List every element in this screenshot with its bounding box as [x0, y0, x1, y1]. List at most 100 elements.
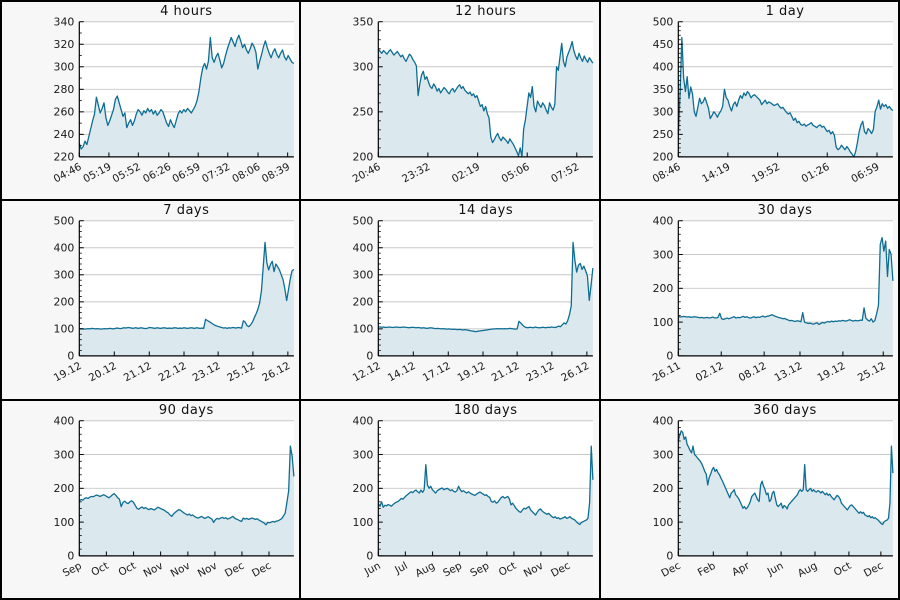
svg-text:02.12: 02.12 — [693, 360, 725, 384]
svg-text:200: 200 — [54, 296, 75, 309]
svg-text:13.12: 13.12 — [772, 360, 804, 384]
svg-text:500: 500 — [54, 215, 75, 228]
svg-text:26.12: 26.12 — [260, 360, 292, 384]
svg-text:20:46: 20:46 — [351, 161, 383, 186]
svg-text:400: 400 — [353, 414, 374, 427]
chart-panel-1-day: 1 day 200 250 300 350 400 450 500 08:46 14:19 19:… — [600, 2, 898, 200]
chart-panel-360-days: 360 days 0 100 200 300 400 Dec Feb Apr Jun Aug Oct… — [600, 400, 898, 598]
svg-text:300: 300 — [652, 448, 673, 461]
svg-text:Dec: Dec — [659, 559, 683, 579]
svg-text:06:59: 06:59 — [849, 161, 881, 186]
svg-text:Apr: Apr — [730, 559, 752, 578]
svg-text:19.12: 19.12 — [52, 360, 84, 384]
svg-text:Oct: Oct — [116, 559, 138, 578]
svg-text:Oct: Oct — [831, 559, 853, 578]
svg-text:200: 200 — [652, 151, 673, 164]
svg-text:02:19: 02:19 — [450, 161, 482, 186]
svg-text:19:52: 19:52 — [750, 161, 782, 186]
svg-text:300: 300 — [652, 249, 673, 262]
svg-text:Jun: Jun — [362, 559, 383, 578]
svg-text:06:26: 06:26 — [141, 161, 173, 186]
svg-text:240: 240 — [54, 128, 75, 141]
svg-text:Nov: Nov — [169, 559, 193, 579]
svg-text:08:06: 08:06 — [230, 161, 262, 186]
svg-text:100: 100 — [652, 316, 673, 329]
chart-panel-90-days: 90 days 0 100 200 300 400 Sep Oct Oct Nov Nov Nov D… — [2, 400, 300, 598]
svg-text:Oct: Oct — [89, 559, 111, 578]
svg-text:08:46: 08:46 — [650, 161, 682, 186]
svg-text:07:32: 07:32 — [200, 161, 232, 186]
svg-text:Jul: Jul — [392, 559, 410, 576]
svg-text:400: 400 — [353, 242, 374, 255]
svg-text:08:39: 08:39 — [260, 161, 292, 186]
svg-text:14.12: 14.12 — [386, 360, 418, 384]
svg-text:Feb: Feb — [695, 559, 717, 578]
svg-text:22.12: 22.12 — [157, 360, 189, 384]
svg-text:14:19: 14:19 — [700, 161, 732, 186]
svg-text:200: 200 — [353, 296, 374, 309]
svg-text:05:06: 05:06 — [500, 161, 532, 186]
svg-text:400: 400 — [652, 215, 673, 228]
svg-text:340: 340 — [54, 16, 75, 29]
svg-text:500: 500 — [353, 215, 374, 228]
svg-text:260: 260 — [54, 106, 75, 119]
svg-text:21.12: 21.12 — [490, 360, 522, 384]
svg-text:Dec: Dec — [549, 559, 573, 579]
svg-text:280: 280 — [54, 83, 75, 96]
svg-text:350: 350 — [652, 83, 673, 96]
chart-panel-7-days: 7 days 0 100 200 300 400 500 19.12 20.12 21.12 22… — [2, 201, 300, 399]
svg-text:25.12: 25.12 — [225, 360, 257, 384]
svg-text:100: 100 — [652, 516, 673, 529]
svg-text:07:52: 07:52 — [549, 161, 581, 186]
svg-text:Sep: Sep — [61, 559, 84, 579]
svg-text:220: 220 — [54, 151, 75, 164]
svg-text:0: 0 — [67, 549, 74, 562]
svg-text:300: 300 — [353, 448, 374, 461]
svg-text:12.12: 12.12 — [351, 360, 383, 384]
svg-text:400: 400 — [652, 61, 673, 74]
svg-text:20.12: 20.12 — [87, 360, 119, 384]
svg-text:300: 300 — [54, 269, 75, 282]
svg-text:26.11: 26.11 — [650, 360, 682, 384]
svg-text:450: 450 — [652, 38, 673, 51]
svg-text:0: 0 — [666, 549, 673, 562]
svg-text:100: 100 — [353, 516, 374, 529]
svg-text:0: 0 — [367, 549, 374, 562]
svg-text:250: 250 — [652, 128, 673, 141]
svg-text:300: 300 — [353, 61, 374, 74]
chart-panel-180-days: 180 days 0 100 200 300 400 Jun Jul Aug Sep Sep Oct… — [301, 400, 599, 598]
chart-canvas-1-day: 200 250 300 350 400 450 500 08:46 14:19 19:52 01:2… — [650, 16, 893, 186]
chart-canvas-4-hours: 220 240 260 280 300 320 340 04:4605:1905:5206:2… — [52, 16, 295, 186]
chart-panel-12-hours: 12 hours 200 250 300 350 20:46 23:32 02:19 05:0… — [301, 2, 599, 200]
svg-text:400: 400 — [54, 242, 75, 255]
svg-text:0: 0 — [67, 350, 74, 363]
svg-text:08.12: 08.12 — [736, 360, 768, 384]
svg-text:23:32: 23:32 — [400, 161, 432, 186]
svg-text:21.12: 21.12 — [122, 360, 154, 384]
svg-text:Jun: Jun — [764, 559, 785, 578]
svg-text:200: 200 — [353, 482, 374, 495]
svg-text:Nov: Nov — [141, 559, 165, 579]
svg-text:200: 200 — [54, 482, 75, 495]
svg-text:05:19: 05:19 — [81, 161, 113, 186]
svg-text:100: 100 — [54, 516, 75, 529]
svg-text:300: 300 — [54, 61, 75, 74]
svg-text:500: 500 — [652, 16, 673, 29]
chart-canvas-360-days: 0 100 200 300 400 Dec Feb Apr Jun Aug Oct Dec — [652, 414, 894, 580]
svg-text:25.12: 25.12 — [855, 360, 887, 384]
svg-text:01:26: 01:26 — [799, 161, 831, 186]
svg-text:Aug: Aug — [795, 559, 819, 579]
svg-text:Oct: Oct — [497, 559, 519, 578]
svg-text:250: 250 — [353, 106, 374, 119]
svg-text:06:59: 06:59 — [170, 161, 202, 186]
chart-canvas-12-hours: 200 250 300 350 20:46 23:32 02:19 05:06 07:52 — [351, 16, 594, 186]
svg-text:200: 200 — [652, 482, 673, 495]
svg-text:350: 350 — [353, 16, 374, 29]
chart-canvas-7-days: 0 100 200 300 400 500 19.12 20.12 21.12 22.12 23.1… — [52, 215, 295, 385]
chart-panel-30-days: 30 days 0 100 200 300 400 26.11 02.12 08.12 13.1… — [600, 201, 898, 399]
chart-panel-14-days: 14 days 0 100 200 300 400 500 12.12 14.12 17.12 1… — [301, 201, 599, 399]
svg-text:Nov: Nov — [196, 559, 220, 579]
